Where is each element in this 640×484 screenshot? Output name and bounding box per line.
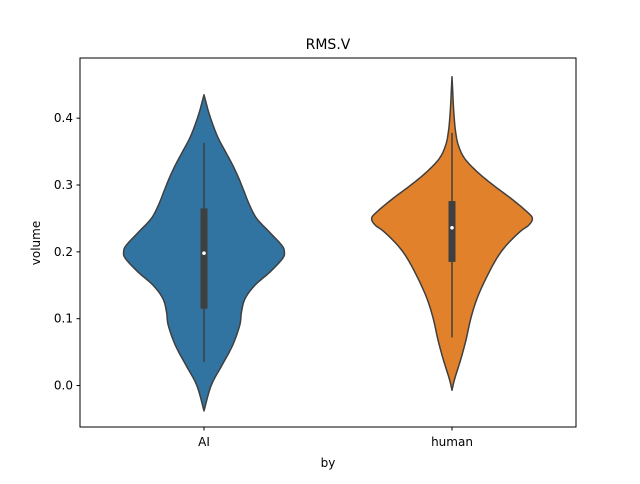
chart-title: RMS.V — [306, 37, 351, 53]
y-tick-label: 0.4 — [54, 111, 73, 125]
y-axis: 0.0 0.1 0.2 0.3 0.4 — [54, 111, 80, 393]
violins-layer — [122, 75, 534, 412]
violin-human — [370, 75, 534, 391]
x-tick-label: human — [431, 435, 473, 449]
x-tick-label: AI — [198, 435, 210, 449]
violin-ai — [122, 94, 286, 412]
y-axis-label: volume — [29, 221, 43, 265]
iqr-box — [200, 208, 208, 309]
y-tick-label: 0.2 — [54, 245, 73, 259]
iqr-box — [448, 201, 456, 262]
y-tick-label: 0.1 — [54, 312, 73, 326]
plot-frame — [79, 57, 577, 428]
median-point — [450, 225, 454, 230]
median-point — [202, 251, 206, 255]
x-axis: AI human — [198, 427, 473, 449]
y-tick-label: 0.0 — [54, 379, 73, 393]
x-axis-label: by — [321, 456, 336, 470]
y-tick-label: 0.3 — [54, 178, 73, 192]
